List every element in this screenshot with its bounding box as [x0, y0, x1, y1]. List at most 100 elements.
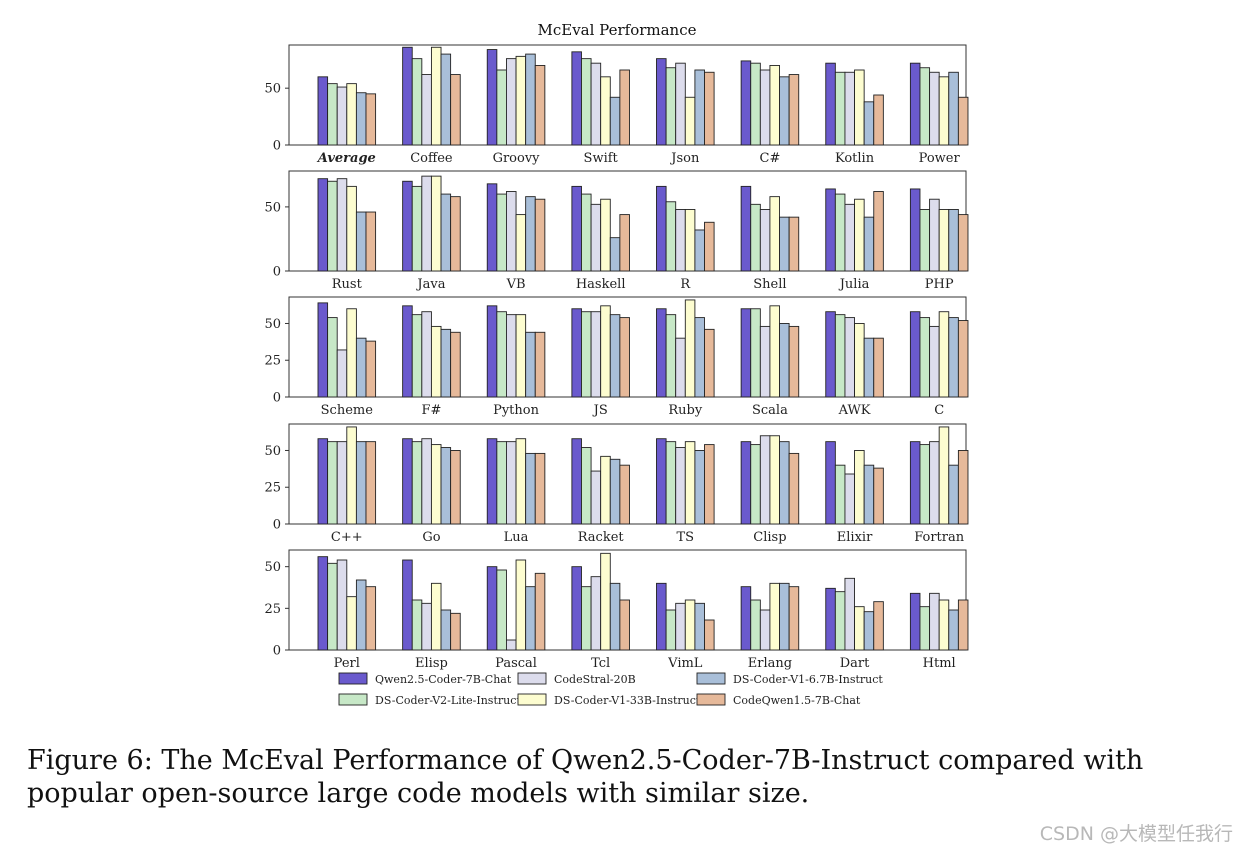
bar: [788, 586, 800, 651]
bar: [450, 196, 461, 272]
legend-swatch: [517, 672, 547, 685]
bar: [534, 64, 546, 146]
bar: [486, 305, 498, 398]
bar: [619, 599, 630, 651]
panel-2: 0 50 Rust Java VB Haskell R Shell Julia PHP: [264, 170, 969, 292]
bar: [609, 458, 621, 525]
bar: [355, 441, 367, 525]
legend-label: DS-Coder-V1-33B-Instruct: [554, 694, 701, 707]
bar: [656, 58, 667, 146]
bar: [854, 450, 865, 525]
category-label: Pascal: [495, 656, 537, 671]
legend-item: Qwen2.5-Coder-7B-Chat: [338, 672, 512, 686]
bar: [440, 447, 452, 525]
bar: [788, 216, 800, 272]
bar: [534, 331, 546, 398]
bar: [740, 441, 752, 525]
bar: [506, 191, 517, 272]
bar: [590, 311, 602, 398]
bar: [317, 178, 329, 272]
legend-item: DS-Coder-V1-33B-Instruct: [517, 693, 701, 707]
bar: [581, 193, 592, 272]
mceval-chart: McEval Performance 0 50 Average Coffee Groov…: [264, 21, 969, 707]
bar: [486, 438, 498, 525]
bar: [571, 308, 582, 398]
bar: [327, 180, 338, 272]
bar: [365, 586, 377, 651]
bar: [779, 323, 790, 398]
bar: [938, 209, 950, 272]
bar: [450, 450, 461, 525]
bar: [929, 592, 940, 651]
bar: [355, 211, 367, 272]
bar: [656, 308, 667, 398]
bar: [430, 582, 442, 651]
bar: [750, 444, 761, 525]
bar: [863, 464, 875, 525]
y-tick-label: 50: [264, 82, 281, 97]
bar: [590, 576, 602, 651]
category-label: Racket: [578, 530, 625, 545]
bar: [694, 229, 705, 272]
bar: [506, 441, 517, 525]
bar: [844, 473, 856, 525]
legend-swatch: [338, 672, 368, 685]
bar: [929, 441, 940, 525]
legend-swatch: [696, 693, 726, 706]
bar: [863, 611, 875, 651]
bar: [665, 314, 677, 398]
bar: [957, 96, 969, 146]
category-label: AWK: [838, 403, 871, 418]
category-label: Lua: [504, 530, 529, 545]
bar: [534, 452, 546, 525]
bar: [571, 438, 582, 525]
category-label: Clisp: [753, 530, 786, 545]
bar: [948, 464, 959, 525]
bar: [355, 92, 367, 146]
bar: [515, 55, 527, 146]
bar: [863, 216, 875, 272]
bar: [929, 198, 940, 272]
panel-4: 0 25 50 C++ Go Lua Racket TS Clisp Elixir Fortran: [264, 423, 969, 545]
category-label: Rust: [332, 277, 363, 292]
category-label: Fortran: [914, 530, 965, 545]
category-label: C#: [760, 151, 781, 166]
bar: [619, 317, 630, 398]
bar: [656, 582, 667, 651]
category-label: Swift: [584, 151, 619, 166]
bar: [957, 450, 969, 525]
bar: [929, 71, 940, 146]
bar: [421, 438, 432, 525]
bar: [759, 69, 771, 146]
bar: [581, 58, 592, 146]
bar: [919, 444, 931, 525]
y-tick-label: 0: [273, 644, 281, 659]
y-tick-label: 25: [264, 354, 281, 369]
bar: [863, 337, 875, 398]
bar: [694, 602, 705, 651]
y-tick-label: 50: [264, 200, 281, 215]
bar: [421, 311, 432, 398]
watermark: CSDN @大模型任我行: [1039, 823, 1233, 845]
bar: [769, 582, 780, 651]
bar: [769, 305, 780, 398]
legend-item: CodeQwen1.5-7B-Chat: [696, 693, 861, 707]
bar: [421, 602, 432, 651]
bar: [825, 441, 836, 525]
bar: [854, 323, 865, 398]
category-label: Java: [415, 277, 445, 292]
bar: [759, 609, 771, 651]
bar: [834, 314, 846, 398]
y-tick-label: 0: [273, 139, 281, 154]
bar: [694, 450, 705, 525]
bar: [948, 609, 959, 651]
bar: [355, 579, 367, 651]
bar: [854, 606, 865, 651]
bar: [665, 609, 677, 651]
bar: [694, 69, 705, 146]
bar: [788, 74, 800, 146]
category-label: Average: [316, 151, 376, 166]
bar: [525, 53, 536, 146]
legend-label: CodeQwen1.5-7B-Chat: [733, 694, 861, 707]
bar: [346, 83, 357, 146]
